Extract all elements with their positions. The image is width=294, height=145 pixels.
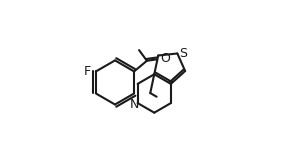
Text: S: S bbox=[179, 47, 187, 60]
Text: O: O bbox=[161, 52, 170, 65]
Text: N: N bbox=[129, 98, 139, 112]
Text: F: F bbox=[84, 65, 91, 78]
